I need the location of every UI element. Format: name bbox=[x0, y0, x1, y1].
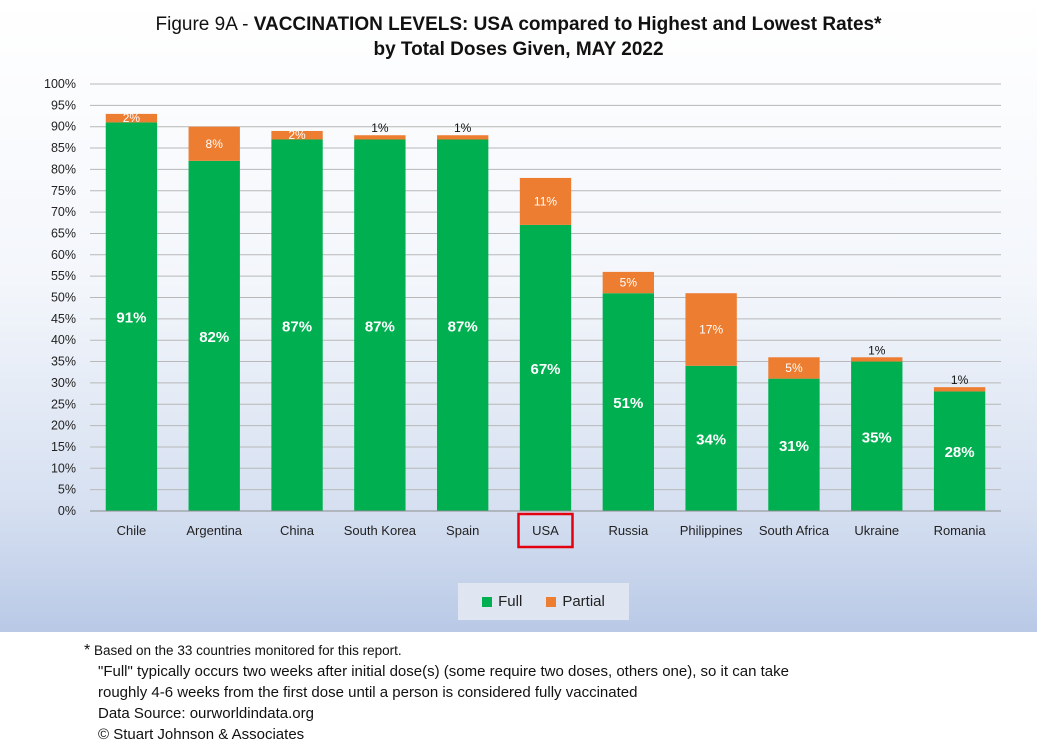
data-label-partial: 1% bbox=[371, 121, 389, 135]
y-tick-label: 95% bbox=[51, 98, 76, 112]
bar-full-chile bbox=[105, 122, 158, 512]
bar-partial-russia bbox=[602, 271, 654, 294]
legend-label-partial: Partial bbox=[562, 593, 605, 610]
x-tick-label: Ukraine bbox=[854, 523, 899, 538]
bar-partial-ukraine bbox=[851, 357, 903, 362]
title-prefix: Figure 9A - bbox=[155, 14, 254, 35]
x-tick-label: Philippines bbox=[680, 523, 743, 538]
legend-item-full: Full bbox=[482, 593, 522, 610]
data-label-partial: 5% bbox=[620, 276, 638, 290]
y-tick-label: 15% bbox=[51, 440, 76, 454]
data-label-partial: 1% bbox=[454, 121, 472, 135]
legend-label-full: Full bbox=[498, 593, 523, 610]
y-tick-label: 80% bbox=[51, 162, 76, 176]
data-label-full: 34% bbox=[696, 431, 726, 448]
data-label-full: 91% bbox=[116, 310, 146, 327]
footnote-line1: Based on the 33 countries monitored for … bbox=[94, 643, 402, 658]
bar-partial-romania bbox=[933, 387, 986, 392]
data-label-partial: 8% bbox=[206, 137, 224, 151]
x-tick-label: South Korea bbox=[344, 523, 417, 538]
bar-full-russia bbox=[602, 293, 654, 511]
y-tick-label: 50% bbox=[51, 291, 76, 305]
y-tick-label: 85% bbox=[51, 141, 76, 155]
data-label-partial: 2% bbox=[288, 128, 306, 142]
x-tick-label: USA bbox=[532, 523, 559, 538]
y-tick-label: 60% bbox=[51, 248, 76, 262]
x-tick-label: South Africa bbox=[759, 523, 830, 538]
bar-full-argentina bbox=[188, 160, 240, 512]
x-tick-label: Chile bbox=[117, 523, 147, 538]
x-tick-label: Russia bbox=[608, 523, 649, 538]
title-line1: VACCINATION LEVELS: USA compared to High… bbox=[253, 14, 882, 35]
legend-swatch-full bbox=[482, 596, 493, 607]
bar-partial-chile bbox=[105, 113, 158, 123]
data-label-full: 87% bbox=[448, 318, 478, 335]
bar-full-romania bbox=[933, 391, 986, 511]
y-tick-label: 10% bbox=[51, 461, 76, 475]
footnote-line3: roughly 4-6 weeks from the first dose un… bbox=[98, 684, 638, 701]
data-label-partial: 2% bbox=[123, 111, 141, 125]
y-tick-label: 30% bbox=[51, 376, 76, 390]
x-tick-label: Argentina bbox=[186, 523, 242, 538]
bar-full-spain bbox=[437, 139, 489, 511]
data-label-partial: 5% bbox=[785, 361, 803, 375]
data-label-full: 67% bbox=[530, 361, 560, 378]
data-label-full: 87% bbox=[365, 318, 395, 335]
bar-full-south-korea bbox=[354, 139, 406, 511]
legend-swatch-partial bbox=[546, 596, 557, 607]
x-tick-label: Romania bbox=[934, 523, 987, 538]
x-tick-label: China bbox=[280, 523, 315, 538]
usa-highlight-box bbox=[517, 512, 574, 549]
y-tick-label: 70% bbox=[51, 205, 76, 219]
y-tick-label: 35% bbox=[51, 355, 76, 369]
bar-full-china bbox=[271, 139, 323, 511]
legend: Full Partial bbox=[458, 583, 629, 620]
data-label-full: 51% bbox=[613, 395, 643, 412]
bar-partial-china bbox=[271, 130, 323, 140]
data-label-partial: 1% bbox=[868, 343, 886, 357]
bar-full-philippines bbox=[685, 365, 737, 511]
y-tick-label: 55% bbox=[51, 269, 76, 283]
y-tick-label: 100% bbox=[44, 77, 76, 91]
data-label-full: 28% bbox=[945, 444, 975, 461]
y-tick-label: 0% bbox=[58, 504, 76, 518]
y-tick-label: 25% bbox=[51, 397, 76, 411]
footnote-star: * bbox=[84, 642, 91, 659]
bar-partial-philippines bbox=[685, 293, 737, 366]
footnote-line4: Data Source: ourworldindata.org bbox=[98, 705, 314, 722]
chart-title: Figure 9A - VACCINATION LEVELS: USA comp… bbox=[0, 12, 1037, 62]
bar-partial-spain bbox=[437, 135, 489, 140]
y-tick-label: 5% bbox=[58, 483, 76, 497]
bar-full-south-africa bbox=[768, 378, 820, 511]
data-label-full: 31% bbox=[779, 438, 809, 455]
bar-partial-south-africa bbox=[768, 357, 820, 379]
y-tick-label: 90% bbox=[51, 120, 76, 134]
legend-item-partial: Partial bbox=[546, 593, 605, 610]
y-tick-label: 75% bbox=[51, 184, 76, 198]
y-tick-label: 65% bbox=[51, 226, 76, 240]
footnotes: * Based on the 33 countries monitored fo… bbox=[84, 640, 789, 745]
data-label-full: 35% bbox=[862, 429, 892, 446]
y-tick-label: 45% bbox=[51, 312, 76, 326]
title-line2: by Total Doses Given, MAY 2022 bbox=[373, 39, 664, 60]
data-label-partial: 1% bbox=[951, 373, 969, 387]
bar-partial-usa bbox=[519, 177, 572, 225]
bar-partial-south-korea bbox=[354, 135, 406, 140]
bar-full-ukraine bbox=[851, 361, 903, 511]
bar-partial-argentina bbox=[188, 126, 240, 161]
footnote-line5: © Stuart Johnson & Associates bbox=[98, 726, 305, 743]
x-tick-label: Spain bbox=[446, 523, 479, 538]
chart-area: Figure 9A - VACCINATION LEVELS: USA comp… bbox=[0, 0, 1037, 632]
y-tick-label: 40% bbox=[51, 333, 76, 347]
footnote-line2: "Full" typically occurs two weeks after … bbox=[98, 663, 789, 680]
bar-full-usa bbox=[519, 224, 572, 511]
data-label-full: 82% bbox=[199, 329, 229, 346]
data-label-partial: 17% bbox=[699, 323, 723, 337]
data-label-full: 87% bbox=[282, 318, 312, 335]
bar-chart: 0% 5% 10% 15% 20% 25% 30% 35% 40% 45% 50% 55% 60% 65%… bbox=[44, 77, 1001, 549]
data-label-partial: 11% bbox=[534, 194, 557, 208]
y-tick-label: 20% bbox=[51, 419, 76, 433]
